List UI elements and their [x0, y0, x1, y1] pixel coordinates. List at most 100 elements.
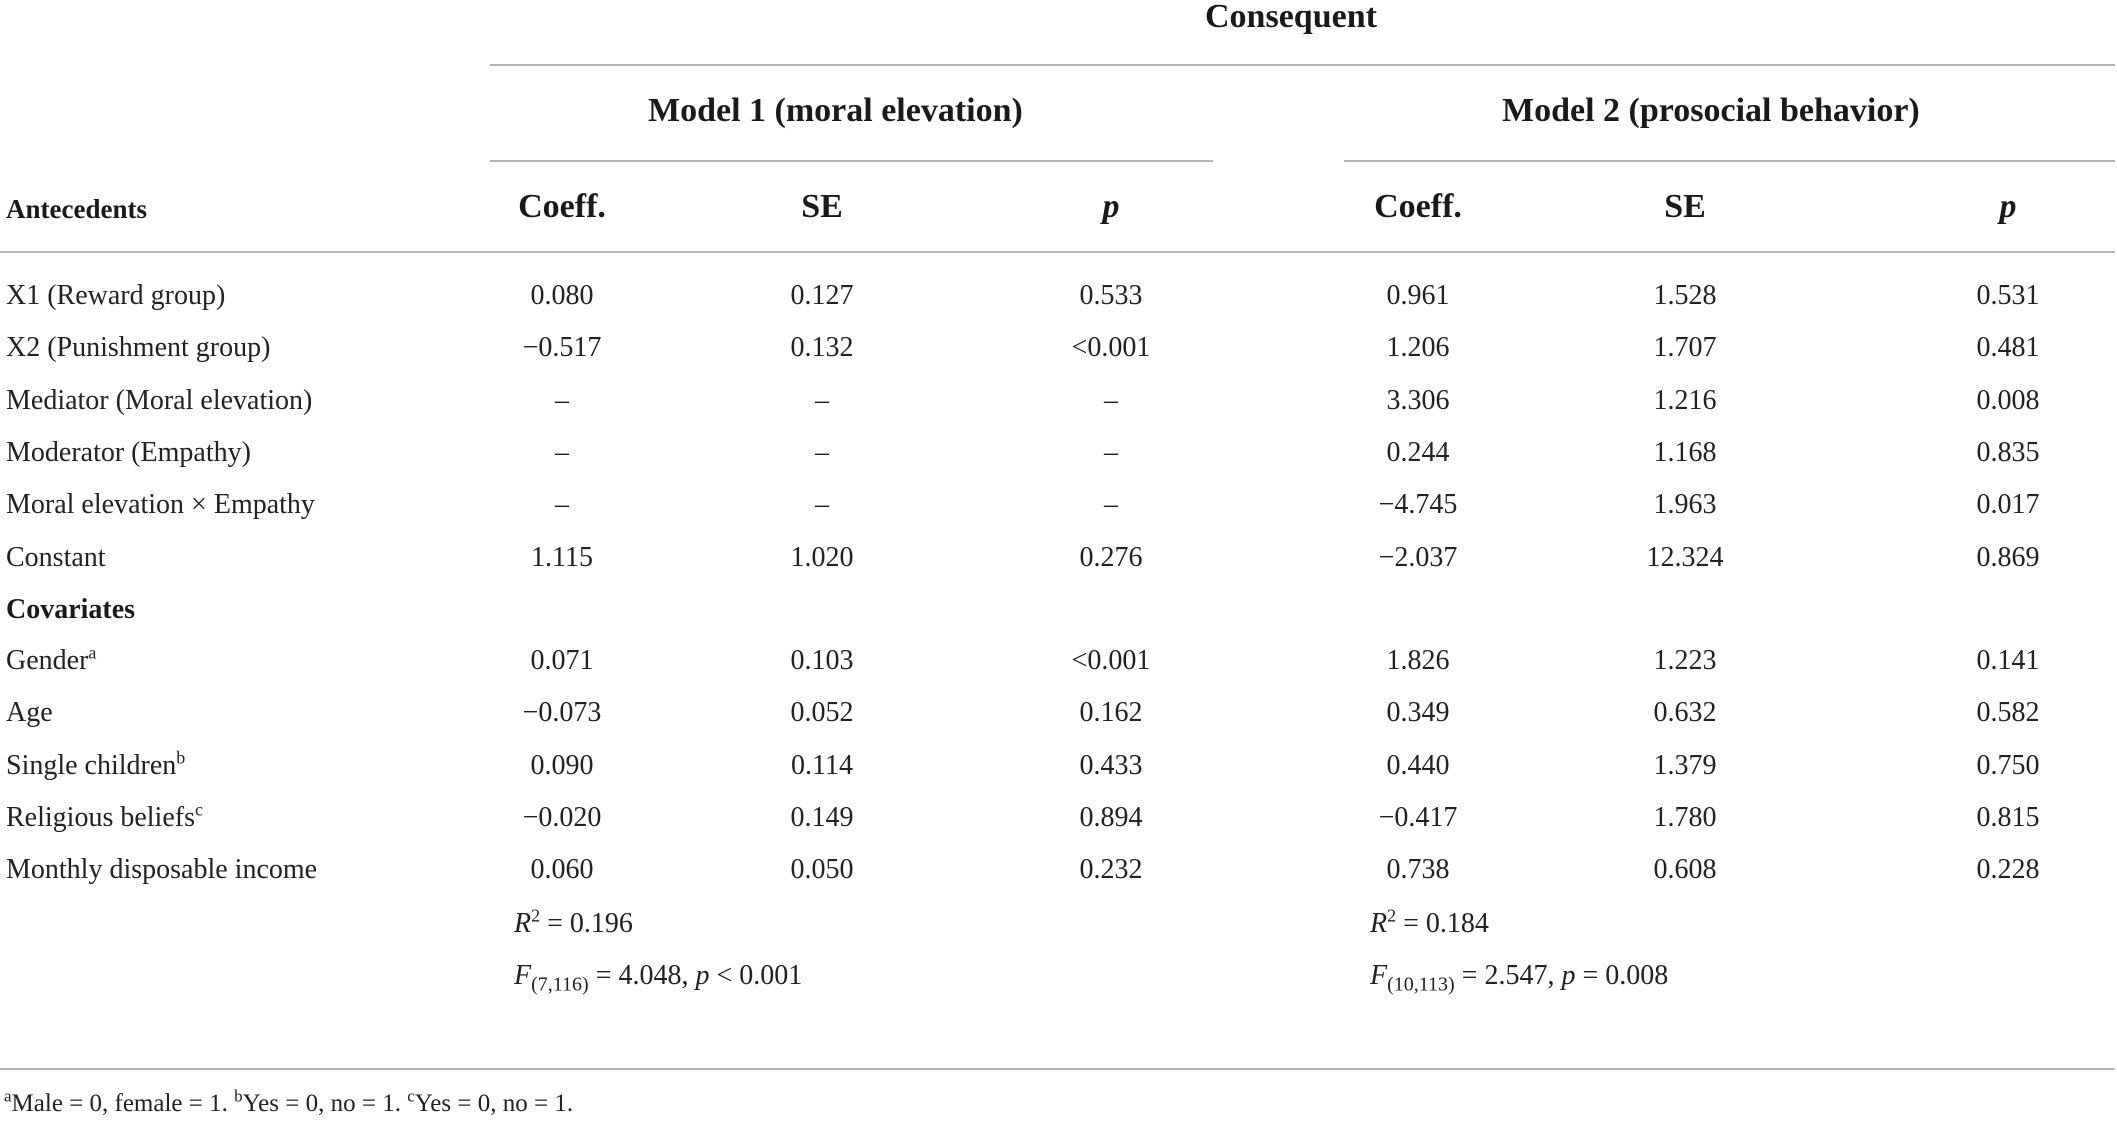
- table-cell-m1-se: 0.127: [790, 280, 854, 311]
- row-label-text: Religious beliefs: [6, 802, 195, 833]
- m1-r2-symbol: R: [514, 908, 532, 939]
- table-cell-m2-coeff: 0.440: [1386, 750, 1450, 781]
- row-label: Age: [6, 697, 53, 729]
- table-cell-m1-coeff: 0.060: [530, 854, 594, 885]
- table-cell-m2-coeff: −4.745: [1378, 489, 1458, 520]
- footnote-a-text: Male = 0, female = 1.: [11, 1090, 235, 1117]
- table-cell-m2-se: 12.324: [1646, 542, 1724, 573]
- m2-f-stat: F(10,113) = 2.547, p = 0.008: [1370, 960, 1669, 995]
- table-cell-m2-coeff: −2.037: [1378, 542, 1458, 573]
- row-label-text: Age: [6, 697, 53, 728]
- m1-se-header: SE: [801, 188, 843, 225]
- table-cell-m1-coeff: −0.517: [522, 332, 602, 363]
- table-cell-m2-se: 1.528: [1653, 280, 1717, 311]
- table-cell-m2-se: 1.379: [1653, 750, 1717, 781]
- row-label-text: Gender: [6, 645, 89, 676]
- table-cell-m2-coeff: 0.961: [1386, 280, 1450, 311]
- row-label-footnote-mark: a: [88, 642, 97, 663]
- m2-f-symbol: F: [1370, 960, 1388, 991]
- table-cell-m1-p: 0.433: [1079, 750, 1143, 781]
- row-label-text: X1 (Reward group): [6, 280, 226, 311]
- row-label-text: Mediator (Moral elevation): [6, 385, 313, 416]
- footnote-b-mark: b: [234, 1086, 243, 1106]
- m1-f-stat: F(7,116) = 4.048, p < 0.001: [514, 960, 802, 995]
- row-label: X1 (Reward group): [6, 280, 225, 312]
- m2-r2-exponent: 2: [1387, 905, 1397, 926]
- header-bottom-rule: [0, 251, 2115, 253]
- row-label: Single childrenb: [6, 747, 186, 782]
- m2-f-df: (10,113): [1387, 973, 1455, 996]
- m2-r2-symbol: R: [1370, 908, 1388, 939]
- table-cell-m1-p: 0.894: [1079, 802, 1143, 833]
- table-cell-m2-p: 0.008: [1976, 385, 2040, 416]
- row-label-footnote-mark: b: [176, 747, 186, 768]
- row-label-text: Single children: [6, 750, 177, 781]
- table-cell-m1-p: –: [1104, 385, 1118, 416]
- table-cell-m2-se: 1.168: [1653, 437, 1717, 468]
- row-label: Religious beliefsc: [6, 801, 203, 834]
- table-cell-m1-coeff: −0.020: [522, 802, 602, 833]
- table-cell-m2-p: 0.750: [1976, 750, 2040, 781]
- table-cell-m2-p: 0.141: [1976, 645, 2040, 676]
- row-label: Constant: [6, 542, 106, 574]
- row-label: Mediator (Moral elevation): [6, 385, 312, 417]
- m2-r2-value: = 0.184: [1396, 908, 1489, 939]
- m2-coeff-header: Coeff.: [1374, 188, 1462, 225]
- table-cell-m1-p: 0.276: [1079, 542, 1143, 573]
- table-cell-m1-p: 0.162: [1079, 697, 1143, 728]
- footnote-c-text: Yes = 0, no = 1.: [414, 1090, 574, 1117]
- consequent-header: Consequent: [1205, 0, 1377, 35]
- table-cell-m2-se: 1.963: [1653, 489, 1717, 520]
- model2-rule: [1344, 160, 2115, 162]
- table-cell-m2-se: 1.780: [1653, 802, 1717, 833]
- table-cell-m2-p: 0.481: [1976, 332, 2040, 363]
- m1-coeff-header: Coeff.: [518, 188, 606, 225]
- consequent-rule: [490, 64, 2115, 66]
- table-cell-m1-p: <0.001: [1071, 645, 1151, 676]
- table-cell-m2-coeff: 3.306: [1386, 385, 1450, 416]
- footnote-c-mark: c: [407, 1086, 415, 1106]
- table-cell-m1-se: 0.052: [790, 697, 854, 728]
- table-cell-m2-p: 0.869: [1976, 542, 2040, 573]
- table-cell-m2-p: 0.582: [1976, 697, 2040, 728]
- table-cell-m1-p: <0.001: [1071, 332, 1151, 363]
- m1-f-symbol: F: [514, 960, 532, 991]
- m1-r2-value: = 0.196: [540, 908, 633, 939]
- table-cell-m1-se: –: [815, 385, 829, 416]
- covariates-label: Covariates: [6, 594, 136, 625]
- m2-f-value: = 2.547,: [1454, 960, 1562, 991]
- m1-f-value: = 4.048,: [588, 960, 696, 991]
- row-label-text: X2 (Punishment group): [6, 332, 271, 363]
- model2-title: Model 2 (prosocial behavior): [1502, 92, 1920, 129]
- m1-p-header: p: [1102, 188, 1120, 225]
- table-cell-m2-se: 1.707: [1653, 332, 1717, 363]
- table-cell-m1-se: 1.020: [790, 542, 854, 573]
- antecedents-header: Antecedents: [6, 194, 147, 224]
- footnote-a-mark: a: [4, 1086, 12, 1106]
- m1-f-df: (7,116): [531, 973, 589, 996]
- m1-r-squared: R2 = 0.196: [514, 907, 633, 940]
- table-cell-m2-p: 0.815: [1976, 802, 2040, 833]
- table-cell-m1-se: 0.114: [791, 750, 853, 781]
- table-cell-m1-coeff: 0.090: [530, 750, 594, 781]
- table-cell-m2-coeff: −0.417: [1378, 802, 1458, 833]
- m2-p-value: = 0.008: [1575, 960, 1669, 991]
- table-cell-m2-se: 1.216: [1653, 385, 1717, 416]
- table-cell-m1-se: 0.103: [790, 645, 854, 676]
- table-cell-m1-coeff: −0.073: [522, 697, 602, 728]
- table-cell-m2-coeff: 1.826: [1386, 645, 1450, 676]
- table-cell-m2-coeff: 0.349: [1386, 697, 1450, 728]
- table-cell-m2-se: 0.632: [1653, 697, 1717, 728]
- row-label: X2 (Punishment group): [6, 332, 270, 364]
- row-label: Moderator (Empathy): [6, 437, 251, 469]
- table-cell-m1-se: 0.132: [790, 332, 854, 363]
- table-cell-m1-p: –: [1104, 489, 1118, 520]
- table-cell-m1-coeff: 0.080: [530, 280, 594, 311]
- row-label-text: Monthly disposable income: [6, 854, 318, 885]
- table-cell-m2-p: 0.835: [1976, 437, 2040, 468]
- row-label-text: Constant: [6, 542, 106, 573]
- footnote-b-text: Yes = 0, no = 1.: [242, 1090, 408, 1117]
- table-cell-m2-se: 1.223: [1653, 645, 1717, 676]
- m2-p-header: p: [1999, 188, 2017, 225]
- table-cell-m1-se: –: [815, 437, 829, 468]
